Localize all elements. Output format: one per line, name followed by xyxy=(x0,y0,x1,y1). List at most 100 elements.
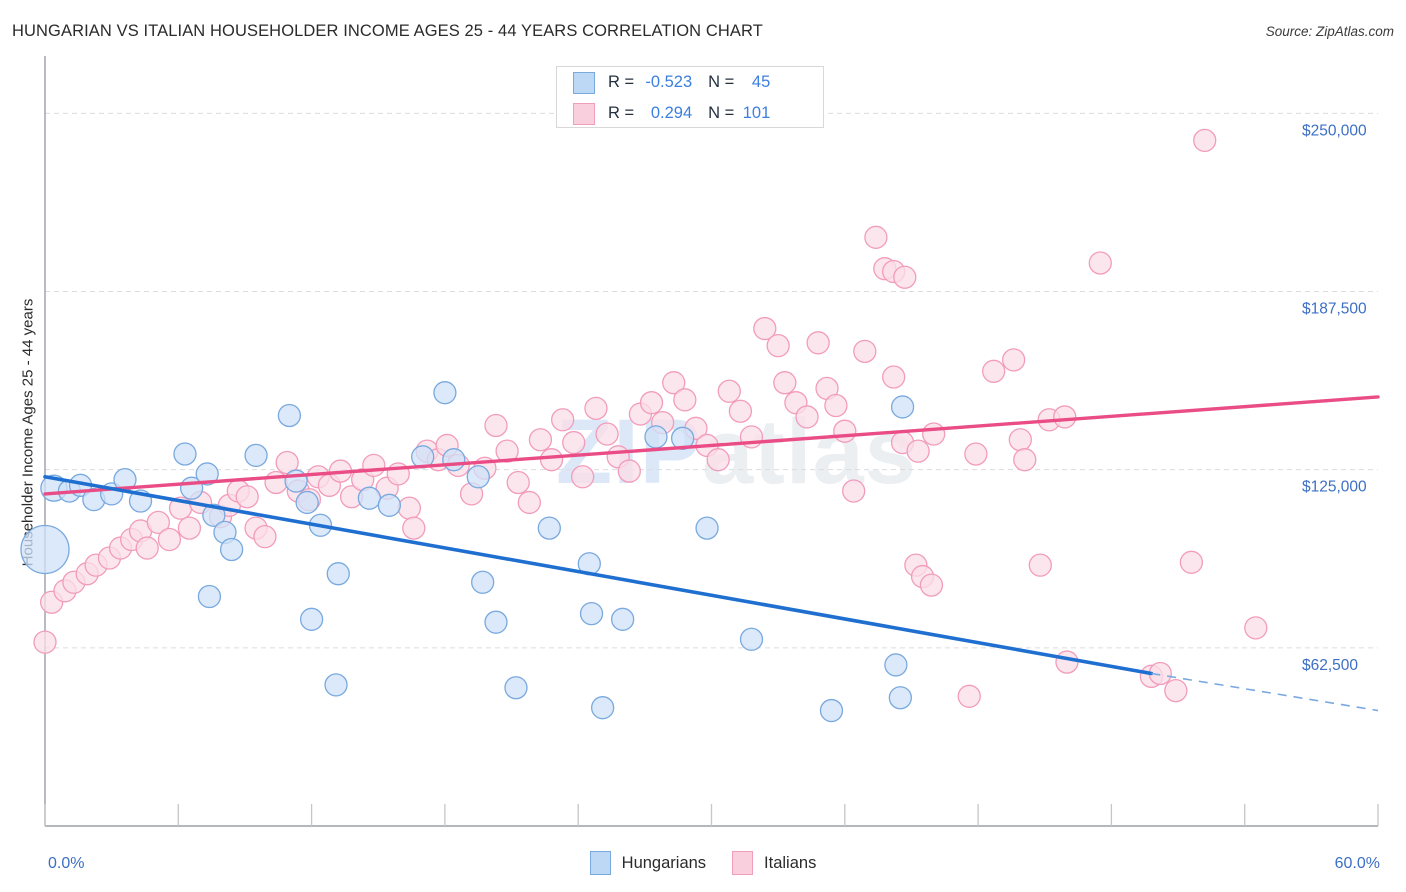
data-point xyxy=(362,453,386,478)
data-point xyxy=(695,516,719,540)
data-point xyxy=(471,570,495,594)
data-point xyxy=(982,359,1006,383)
data-point xyxy=(1244,616,1268,640)
source-attribution: Source: ZipAtlas.com xyxy=(1265,24,1394,39)
data-point xyxy=(922,422,946,446)
data-point xyxy=(173,442,197,466)
data-point xyxy=(442,448,466,472)
x-axis-tick-label-max: 60.0% xyxy=(1335,855,1380,872)
data-point xyxy=(550,408,575,432)
data-point xyxy=(235,485,259,509)
trend-line-italians xyxy=(43,395,1380,496)
data-point xyxy=(806,331,830,355)
data-point xyxy=(135,536,159,560)
data-point xyxy=(284,469,308,493)
data-point xyxy=(402,516,426,540)
series-label-italians: Italians xyxy=(764,853,817,872)
data-point xyxy=(728,399,753,423)
data-point xyxy=(1028,553,1052,577)
data-point xyxy=(590,696,615,720)
data-point xyxy=(537,516,561,540)
data-point xyxy=(195,462,219,486)
data-point xyxy=(506,470,530,495)
legend-row-italians: R = 0.294 N = 101 xyxy=(557,98,823,129)
data-point xyxy=(853,339,877,364)
page-title: HUNGARIAN VS ITALIAN HOUSEHOLDER INCOME … xyxy=(12,22,763,40)
data-point xyxy=(295,490,319,515)
series-legend-item-hungarians[interactable]: Hungarians xyxy=(589,851,706,875)
series-swatch-italians xyxy=(732,851,754,875)
data-point xyxy=(644,425,668,449)
data-point xyxy=(253,524,277,549)
data-point xyxy=(219,537,244,562)
data-point xyxy=(639,391,664,415)
data-point xyxy=(739,627,764,651)
data-point xyxy=(617,459,641,483)
data-point xyxy=(197,584,222,609)
data-point xyxy=(539,448,564,472)
y-axis-tick-label: $250,000 xyxy=(1302,122,1367,139)
data-point xyxy=(957,684,981,708)
legend-swatch-italians xyxy=(573,102,595,125)
data-point xyxy=(670,426,695,450)
data-point xyxy=(377,493,402,517)
data-point xyxy=(326,562,350,586)
data-point xyxy=(433,381,457,405)
series-legend-item-italians[interactable]: Italians xyxy=(732,851,816,875)
data-point xyxy=(484,413,508,438)
data-point xyxy=(1053,405,1077,429)
data-point xyxy=(795,405,819,429)
legend-n-value-italians: 101 xyxy=(742,104,771,122)
data-point xyxy=(662,371,686,395)
legend-n-value-hungarians: 45 xyxy=(751,73,771,91)
legend-swatch-hungarians xyxy=(573,71,595,94)
data-point xyxy=(884,653,908,677)
data-point xyxy=(1013,448,1037,472)
data-point xyxy=(20,524,70,575)
data-point xyxy=(888,686,912,710)
legend-n-label-italians: N = xyxy=(708,104,735,122)
x-axis-tick-label-min: 0.0% xyxy=(48,855,84,872)
data-point xyxy=(562,430,586,455)
legend-r-label-hungarians: R = xyxy=(608,73,635,91)
data-point xyxy=(484,610,508,634)
series-points-hungarians xyxy=(20,381,915,723)
data-point xyxy=(570,465,595,489)
data-point xyxy=(466,465,490,489)
data-point xyxy=(595,422,619,446)
legend-row-hungarians: R = -0.523 N = 45 xyxy=(557,67,823,98)
data-point xyxy=(842,479,866,503)
series-swatch-hungarians xyxy=(589,851,611,875)
legend-n-label-hungarians: N = xyxy=(708,73,735,91)
data-point xyxy=(824,393,848,418)
data-point xyxy=(773,371,797,395)
data-point xyxy=(964,442,988,466)
data-point xyxy=(717,379,741,403)
legend-r-value-hungarians: -0.523 xyxy=(645,73,693,91)
data-point xyxy=(673,388,697,412)
data-point xyxy=(495,439,519,463)
data-point xyxy=(397,496,422,520)
data-point xyxy=(610,607,635,631)
data-point xyxy=(893,265,917,289)
data-point xyxy=(706,448,730,472)
data-point xyxy=(528,428,553,452)
y-axis-tick-label: $62,500 xyxy=(1302,657,1358,674)
data-point xyxy=(1193,128,1217,153)
data-point xyxy=(277,403,302,428)
data-point xyxy=(579,601,604,626)
series-legend: Hungarians Italians xyxy=(0,851,1406,875)
data-point xyxy=(1164,678,1188,703)
data-point xyxy=(819,698,844,723)
trend-line-hungarians xyxy=(43,474,1154,676)
data-point xyxy=(890,395,915,419)
data-point xyxy=(882,365,906,389)
data-point xyxy=(357,486,382,510)
y-axis-tick-label: $187,500 xyxy=(1302,300,1367,317)
data-point xyxy=(324,673,348,697)
legend-r-label-italians: R = xyxy=(608,104,635,122)
trend-line-hungarians-extrapolated xyxy=(1151,672,1379,712)
y-axis-tick-label: $125,000 xyxy=(1302,479,1367,496)
